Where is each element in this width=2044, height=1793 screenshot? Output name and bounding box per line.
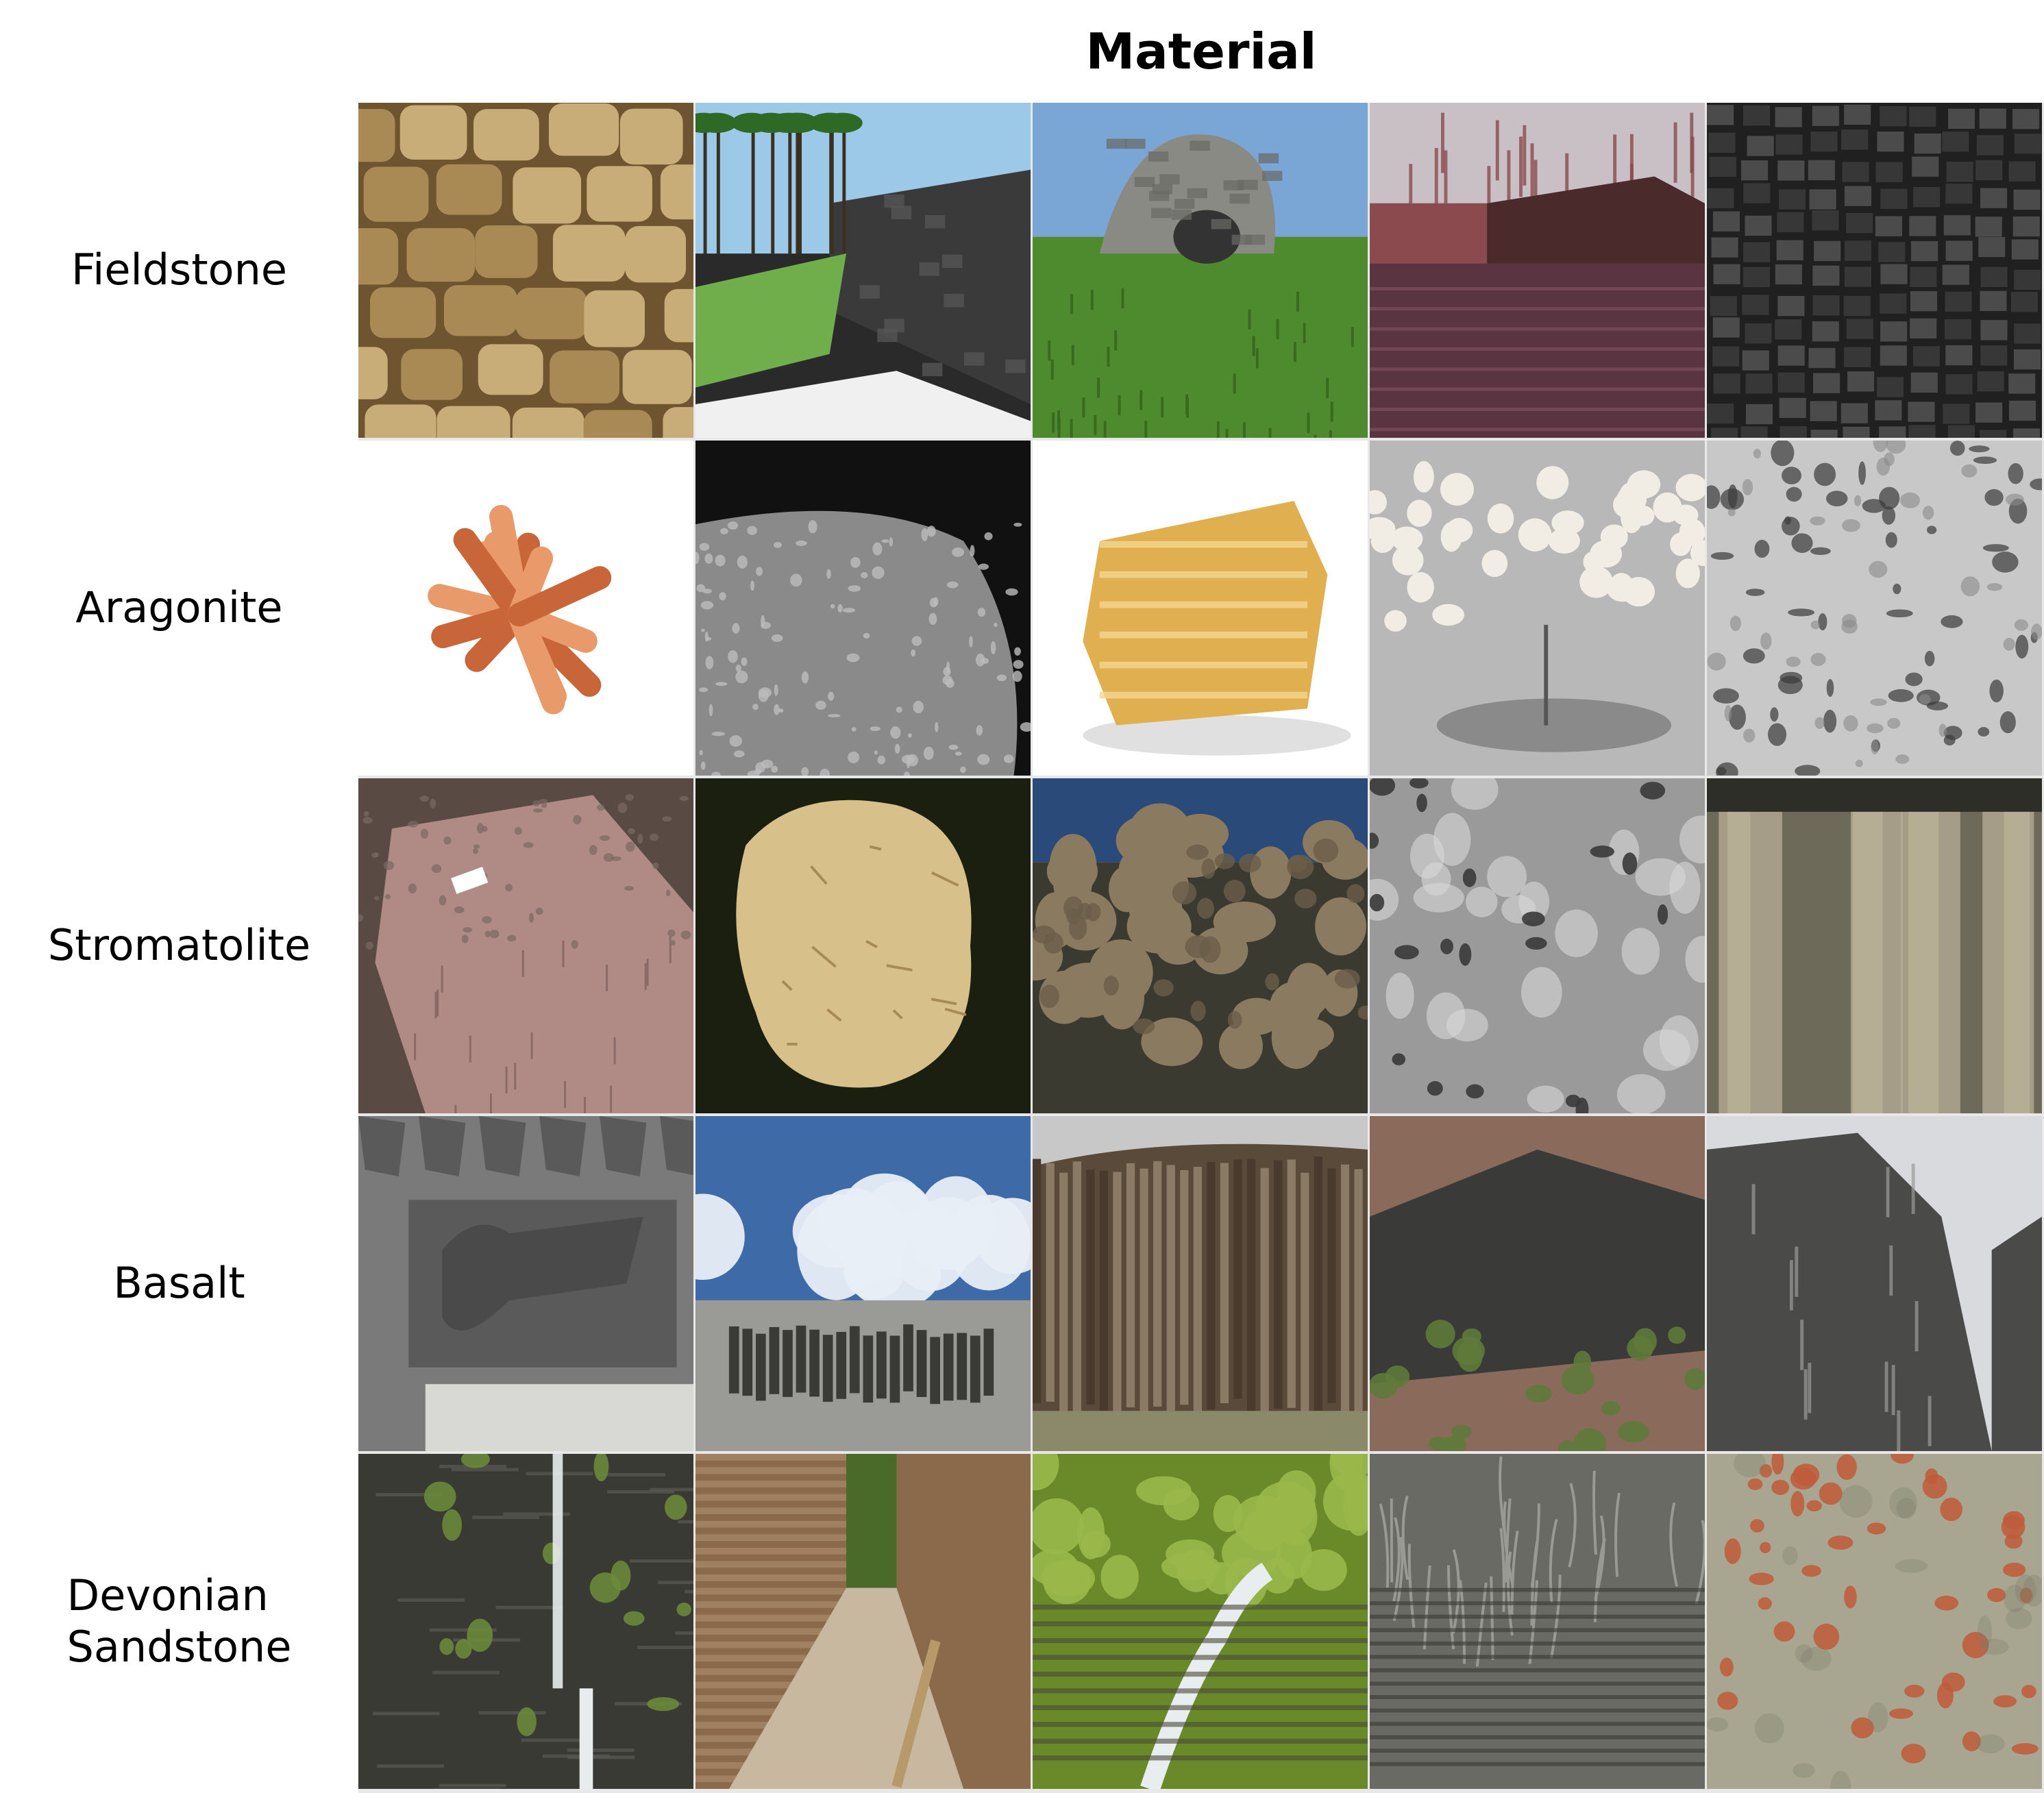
grid-image-crystal-yellow [1033, 441, 1368, 776]
grid-image-canyon-path [695, 1454, 1031, 1789]
grid-image-red-flakes [1707, 1454, 2042, 1789]
red-flakes-photo [1707, 1454, 2042, 1789]
grid-image-columnar-basalt [1033, 1116, 1368, 1451]
columns-sky-photo [695, 1116, 1031, 1451]
grid-image-stone-ruin [1033, 103, 1368, 438]
grid-image-lake-house [1370, 103, 1705, 438]
grid-image-porous-gray [1707, 441, 2042, 776]
gray-pitted-photo [1370, 778, 1705, 1113]
stone-ruin-photo [1033, 103, 1368, 438]
grid-image-rocky-mound [1033, 778, 1368, 1113]
crystal-yellow-photo [1033, 441, 1368, 776]
rocky-mound-photo [1033, 778, 1368, 1113]
columnar-basalt-photo [1033, 1116, 1368, 1451]
lake-house-photo [1370, 103, 1705, 438]
row-label-text: Aragonite [75, 582, 282, 633]
grid-image-gray-crystal-dark [695, 441, 1031, 776]
row-label-text: Fieldstone [71, 245, 287, 295]
shale-roots-photo [1370, 1454, 1705, 1789]
gray-crystal-dark-photo [695, 441, 1031, 776]
row-label: Aragonite [0, 441, 358, 776]
grid-image-creek-forest [1033, 1454, 1368, 1789]
dark-cracks-photo [1707, 103, 2042, 438]
row-label-text: Sandstone [67, 1622, 292, 1672]
row-label: Stromatolite [0, 778, 358, 1113]
grid-image-carved-relief [358, 1116, 693, 1451]
grid-image-dark-cracks [1707, 103, 2042, 438]
pink-boulder-photo [358, 778, 693, 1113]
grid-image-crystal-orange [358, 441, 693, 776]
grid-image-columns-sky [695, 1116, 1031, 1451]
canyon-path-photo [695, 1454, 1031, 1789]
grid-image-forest-slope [1370, 1116, 1705, 1451]
porous-gray-photo [1707, 441, 2042, 776]
grid-image-gorge-cliff [1707, 1116, 2042, 1451]
row-label: Devonian Sandstone [0, 1454, 358, 1789]
row-label: Basalt [0, 1116, 358, 1451]
grid-image-cliff-beige [1707, 778, 2042, 1113]
white-coral-photo [1370, 441, 1705, 776]
grid-image-palm-wall [695, 103, 1031, 438]
row-label: Fieldstone [0, 103, 358, 438]
row-label-text: Devonian [67, 1570, 292, 1621]
palm-wall-photo [695, 103, 1031, 438]
column-header-material: Material [358, 0, 2044, 103]
grid-image-white-coral [1370, 441, 1705, 776]
gorge-cliff-photo [1707, 1116, 2042, 1451]
grid-image-pink-boulder [358, 778, 693, 1113]
forest-slope-photo [1370, 1116, 1705, 1451]
stone-wall-photo [358, 103, 693, 438]
beige-fossil-photo [695, 778, 1031, 1113]
grid-image-shale-roots [1370, 1454, 1705, 1789]
carved-relief-photo [358, 1116, 693, 1451]
grid-image-beige-fossil [695, 778, 1031, 1113]
cliff-beige-photo [1707, 778, 2042, 1113]
creek-forest-photo [1033, 1454, 1368, 1789]
row-label-text: Basalt [113, 1258, 245, 1309]
crystal-orange-photo [358, 441, 693, 776]
waterfall-gorge-photo [358, 1454, 693, 1789]
row-label-text: Stromatolite [48, 920, 310, 971]
grid-image-waterfall-gorge [358, 1454, 693, 1789]
grid-image-stone-wall [358, 103, 693, 438]
grid-image-gray-pitted [1370, 778, 1705, 1113]
